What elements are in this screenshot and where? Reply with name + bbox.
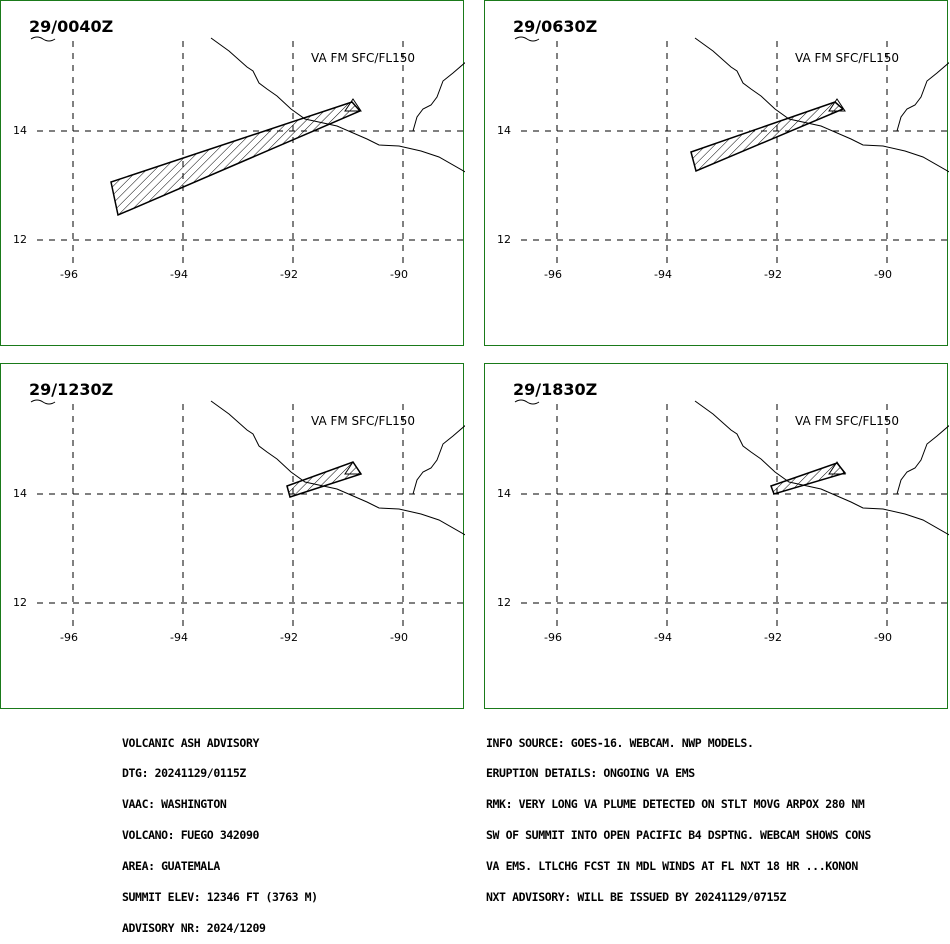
advisory-line: NXT ADVISORY: WILL BE ISSUED BY 20241129… [486, 890, 787, 905]
advisory-line: VOLCANO: FUEGO 342090 [122, 828, 259, 843]
advisory-line: VA EMS. LTLCHG FCST IN MDL WINDS AT FL N… [486, 859, 858, 874]
time-underline [30, 36, 56, 42]
ash-plume-polygon [690, 101, 845, 173]
forecast-panel-1230: 29/1230Z VA FM SFC/FL150 14 12 -96 -94 -92 -9… [0, 363, 465, 709]
advisory-line: RMK: VERY LONG VA PLUME DETECTED ON STLT… [486, 797, 865, 812]
longitude-label: -90 [874, 268, 892, 281]
advisory-line: SW OF SUMMIT INTO OPEN PACIFIC B4 DSPTNG… [486, 828, 871, 843]
volcano-icon [344, 98, 362, 112]
longitude-label: -92 [280, 631, 298, 644]
coastline [210, 400, 465, 536]
latitude-label: 12 [13, 596, 27, 609]
time-underline [514, 36, 540, 42]
border-line [896, 425, 949, 495]
longitude-label: -96 [544, 631, 562, 644]
coastline [694, 400, 949, 536]
time-underline [30, 399, 56, 405]
panel-level: VA FM SFC/FL150 [795, 414, 899, 428]
longitude-label: -96 [60, 268, 78, 281]
advisory-line: ERUPTION DETAILS: ONGOING VA EMS [486, 766, 695, 781]
volcano-icon [344, 461, 362, 475]
panel-time: 29/1830Z [513, 380, 598, 399]
map-graphics [30, 36, 465, 263]
advisory-header-left: VOLCANIC ASH ADVISORY DTG: 20241129/0115… [122, 717, 318, 944]
latitude-label: 12 [13, 233, 27, 246]
forecast-panel-0630: 29/0630Z VA FM SFC/FL150 14 12 -96 -94 -92 -9… [484, 0, 949, 346]
panel-level: VA FM SFC/FL150 [795, 51, 899, 65]
latitude-label: 14 [13, 487, 27, 500]
longitude-label: -92 [764, 268, 782, 281]
longitude-label: -94 [654, 631, 672, 644]
longitude-label: -90 [390, 631, 408, 644]
time-underline [514, 399, 540, 405]
advisory-line: VOLCANIC ASH ADVISORY [122, 735, 259, 750]
advisory-line: SUMMIT ELEV: 12346 FT (3763 M) [122, 890, 318, 905]
panel-time: 29/0040Z [29, 17, 114, 36]
longitude-label: -94 [170, 268, 188, 281]
border-line [412, 425, 465, 495]
coastline [210, 37, 465, 173]
ash-plume-polygon [770, 462, 847, 495]
longitude-label: -96 [60, 631, 78, 644]
latitude-label: 12 [497, 233, 511, 246]
border-line [412, 62, 465, 132]
coastline [694, 37, 949, 173]
longitude-label: -92 [280, 268, 298, 281]
panel-time: 29/1230Z [29, 380, 114, 399]
longitude-label: -94 [654, 268, 672, 281]
map-graphics [514, 399, 949, 626]
map-graphics [514, 36, 949, 263]
longitude-label: -92 [764, 631, 782, 644]
advisory-line: VAAC: WASHINGTON [122, 797, 227, 812]
map-graphics [30, 399, 465, 626]
latitude-label: 14 [13, 124, 27, 137]
longitude-label: -90 [874, 631, 892, 644]
latitude-label: 12 [497, 596, 511, 609]
longitude-label: -90 [390, 268, 408, 281]
volcano-icon [828, 98, 846, 112]
panel-level: VA FM SFC/FL150 [311, 414, 415, 428]
forecast-panel-0040: 29/0040Z VA FM SFC/FL150 14 12 -96 -94 -92 -9… [0, 0, 465, 346]
advisory-line: ADVISORY NR: 2024/1209 [122, 920, 266, 935]
border-line [896, 62, 949, 132]
advisory-line: DTG: 20241129/0115Z [122, 766, 246, 781]
longitude-label: -94 [170, 631, 188, 644]
volcano-icon [828, 461, 846, 475]
longitude-label: -96 [544, 268, 562, 281]
forecast-panel-1830: 29/1830Z VA FM SFC/FL150 14 12 -96 -94 -92 -9… [484, 363, 949, 709]
panel-time: 29/0630Z [513, 17, 598, 36]
latitude-label: 14 [497, 487, 511, 500]
advisory-line: AREA: GUATEMALA [122, 859, 220, 874]
panel-level: VA FM SFC/FL150 [311, 51, 415, 65]
latitude-label: 14 [497, 124, 511, 137]
ash-plume-polygon [110, 101, 362, 217]
advisory-line: INFO SOURCE: GOES-16. WEBCAM. NWP MODELS… [486, 735, 754, 750]
advisory-details-right: INFO SOURCE: GOES-16. WEBCAM. NWP MODELS… [486, 717, 871, 913]
